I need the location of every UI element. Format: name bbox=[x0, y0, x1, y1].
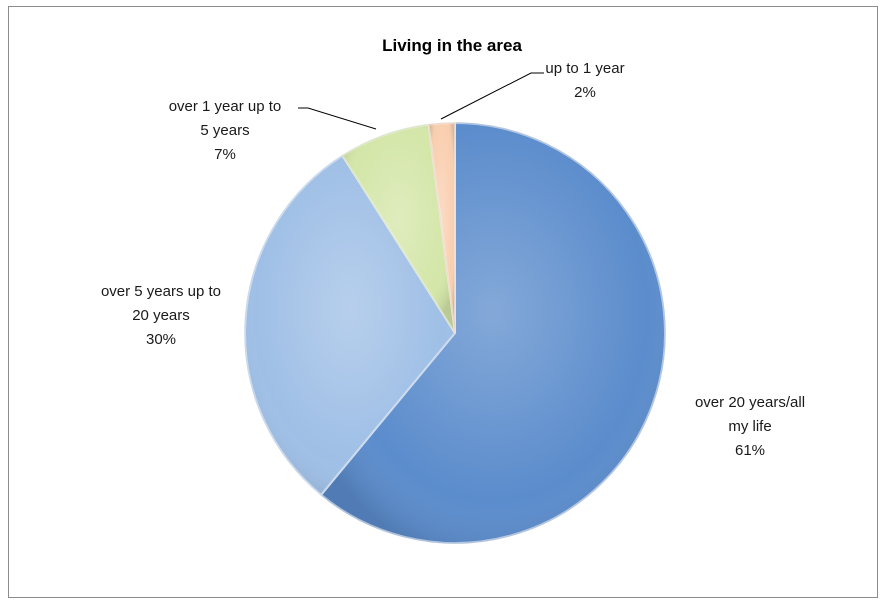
slice-label-line: over 5 years up to bbox=[101, 283, 221, 300]
slice-label-1: over 20 years/all my life 61% bbox=[695, 394, 805, 459]
leader-lines bbox=[298, 72, 544, 130]
leader-line-3 bbox=[298, 107, 377, 130]
slice-label-line: over 1 year up to bbox=[169, 98, 282, 115]
slice-label-line: over 20 years/all bbox=[695, 394, 805, 411]
pie-chart: Living in the area over 20 years/all my l… bbox=[101, 36, 805, 544]
data-labels: over 20 years/all my life 61% over 5 years … bbox=[101, 60, 805, 459]
slice-label-line: up to 1 year bbox=[545, 60, 624, 77]
slice-label-line: 5 years bbox=[200, 122, 249, 139]
slice-percent: 7% bbox=[214, 146, 236, 163]
slice-percent: 2% bbox=[574, 84, 596, 101]
slice-label-2: over 5 years up to 20 years 30% bbox=[101, 283, 221, 348]
chart-title: Living in the area bbox=[382, 36, 522, 55]
slice-label-line: 20 years bbox=[132, 307, 190, 324]
slice-percent: 30% bbox=[146, 331, 176, 348]
pie-slice-shading-1 bbox=[319, 121, 666, 544]
pie-slice-shading-4 bbox=[427, 121, 456, 334]
slice-label-4: up to 1 year 2% bbox=[545, 60, 624, 101]
pie-slice-shading-2 bbox=[244, 154, 457, 497]
chart-area: Living in the area over 20 years/all my l… bbox=[8, 6, 878, 598]
slice-percent: 61% bbox=[735, 442, 765, 459]
leader-line-4 bbox=[440, 72, 544, 120]
slice-label-line: my life bbox=[728, 418, 771, 435]
pie-slices bbox=[244, 121, 666, 544]
slice-label-3: over 1 year up to 5 years 7% bbox=[169, 98, 282, 163]
